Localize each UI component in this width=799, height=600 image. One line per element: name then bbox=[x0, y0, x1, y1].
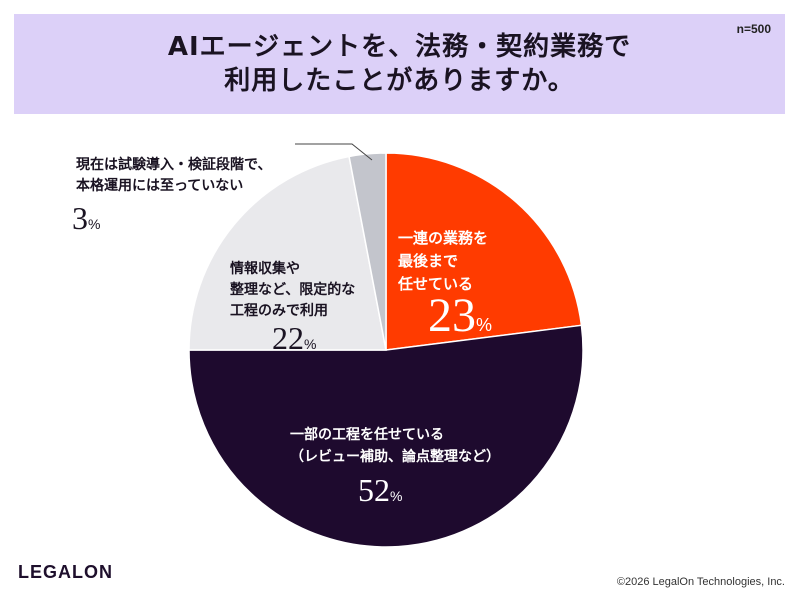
slice-value-0: 23% bbox=[428, 266, 492, 346]
slice-label-text-1: 一部の工程を任せている （レビュー補助、論点整理など） bbox=[290, 427, 500, 465]
leader-line bbox=[295, 143, 373, 161]
copyright: ©2026 LegalOn Technologies, Inc. bbox=[616, 576, 785, 588]
slice-value-3: 3% bbox=[72, 178, 100, 238]
slice-value-2: 22% bbox=[272, 298, 316, 358]
slice-label-text-2: 情報収集や 整理など、限定的な 工程のみで利用 bbox=[230, 261, 356, 319]
pie-slice-2 bbox=[188, 155, 387, 351]
slice-value-number-2: 22 bbox=[272, 320, 304, 356]
slice-label-3: 現在は試験導入・検証段階で、 本格運用には至っていない bbox=[76, 134, 271, 218]
slice-value-unit-2: % bbox=[304, 336, 317, 352]
pie-slice-0 bbox=[385, 152, 583, 351]
chart-title: AIエージェントを、法務・契約業務で 利用したことがありますか。 bbox=[167, 32, 632, 96]
slice-label-2: 情報収集や 整理など、限定的な 工程のみで利用 bbox=[230, 238, 355, 343]
slice-label-text-0: 一連の業務を 最後まで 任せている bbox=[398, 229, 489, 293]
slice-value-number-3: 3 bbox=[72, 200, 88, 236]
slice-value-unit-3: % bbox=[88, 216, 101, 232]
slice-value-unit-0: % bbox=[476, 315, 493, 335]
slice-value-number-0: 23 bbox=[428, 289, 476, 342]
slice-label-1: 一部の工程を任せている （レビュー補助、論点整理など） bbox=[290, 402, 500, 490]
slice-value-unit-1: % bbox=[390, 488, 403, 504]
pie-slice-3 bbox=[348, 152, 387, 351]
title-banner: AIエージェントを、法務・契約業務で 利用したことがありますか。 n=500 bbox=[14, 14, 785, 114]
pie-slice-1 bbox=[188, 324, 584, 548]
legalon-logo: LEGALON bbox=[18, 562, 113, 582]
slice-value-number-1: 52 bbox=[358, 472, 390, 508]
slice-value-1: 52% bbox=[358, 450, 402, 510]
sample-size: n=500 bbox=[736, 22, 771, 36]
slice-label-0: 一連の業務を 最後まで 任せている bbox=[398, 204, 488, 319]
slice-label-text-3: 現在は試験導入・検証段階で、 本格運用には至っていない bbox=[76, 157, 272, 194]
